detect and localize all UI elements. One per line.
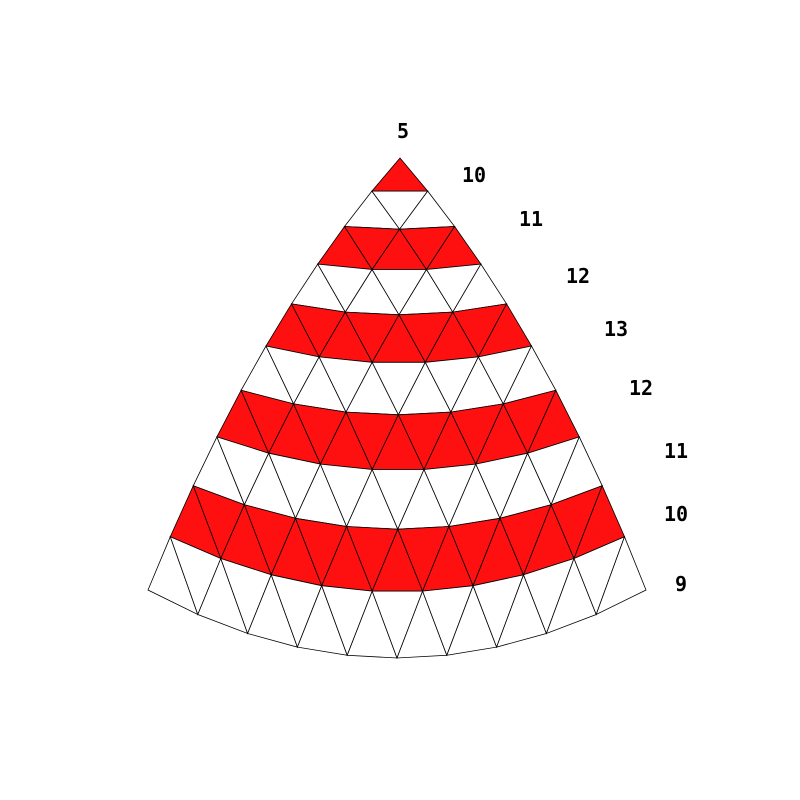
label-row-7: 10: [664, 502, 688, 526]
labels: 5 10 11 12 13 12 11 10 9: [397, 119, 688, 596]
label-row-5: 12: [629, 376, 653, 400]
mesh-triangle: [371, 157, 429, 192]
label-row-6: 11: [664, 439, 688, 463]
label-top: 5: [397, 119, 409, 143]
label-row-8: 9: [675, 572, 687, 596]
label-row-1: 10: [462, 163, 486, 187]
label-row-3: 12: [566, 264, 590, 288]
mesh-triangle: [595, 535, 647, 616]
mesh: [147, 157, 647, 660]
label-row-4: 13: [604, 317, 628, 341]
label-row-2: 11: [519, 207, 543, 231]
